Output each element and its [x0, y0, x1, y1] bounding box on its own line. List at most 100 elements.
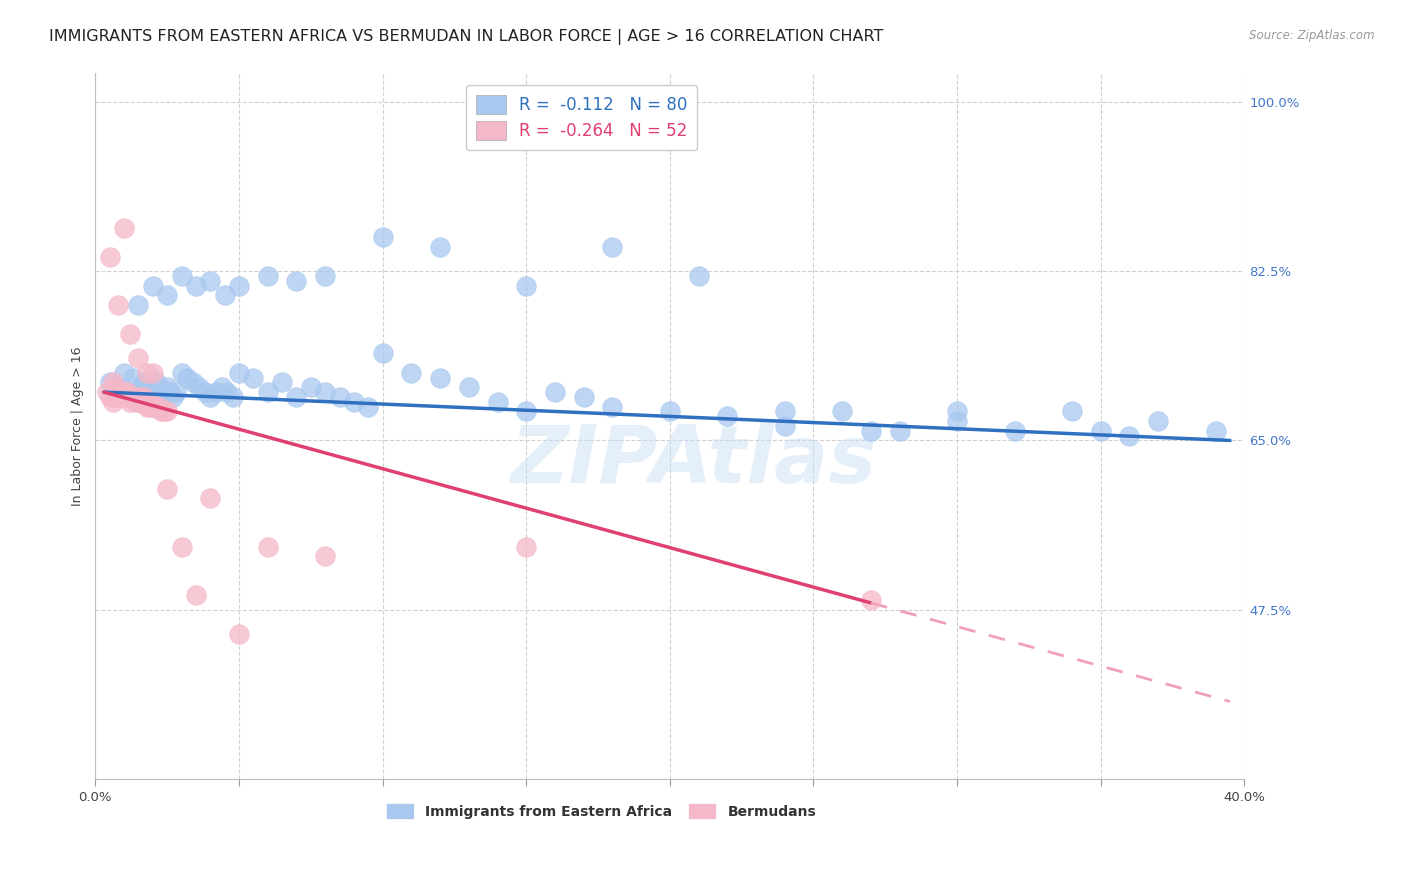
Point: [859, 424, 882, 438]
Point: [314, 385, 336, 400]
Point: [544, 385, 567, 400]
Point: [139, 390, 162, 404]
Point: [515, 540, 537, 554]
Point: [127, 394, 149, 409]
Point: [107, 298, 129, 312]
Text: Source: ZipAtlas.com: Source: ZipAtlas.com: [1250, 29, 1375, 42]
Point: [242, 370, 264, 384]
Point: [256, 540, 278, 554]
Point: [314, 549, 336, 564]
Point: [200, 274, 222, 288]
Point: [156, 288, 179, 302]
Point: [136, 366, 159, 380]
Point: [429, 370, 451, 384]
Point: [572, 390, 595, 404]
Point: [214, 288, 236, 302]
Point: [124, 394, 146, 409]
Point: [271, 376, 294, 390]
Point: [107, 385, 129, 400]
Point: [127, 390, 149, 404]
Point: [457, 380, 479, 394]
Point: [184, 588, 207, 602]
Point: [831, 404, 853, 418]
Point: [228, 278, 250, 293]
Point: [946, 404, 969, 418]
Point: [101, 394, 124, 409]
Point: [228, 627, 250, 641]
Point: [107, 390, 129, 404]
Point: [256, 385, 278, 400]
Point: [139, 400, 162, 414]
Point: [602, 240, 624, 254]
Point: [96, 385, 118, 400]
Point: [115, 390, 138, 404]
Point: [104, 380, 127, 394]
Point: [200, 390, 222, 404]
Point: [127, 394, 149, 409]
Point: [156, 482, 179, 496]
Point: [515, 278, 537, 293]
Point: [150, 390, 173, 404]
Point: [110, 385, 132, 400]
Point: [112, 220, 135, 235]
Point: [98, 250, 121, 264]
Point: [115, 385, 138, 400]
Point: [371, 346, 394, 360]
Point: [156, 404, 179, 418]
Point: [773, 419, 796, 434]
Point: [145, 376, 167, 390]
Point: [104, 380, 127, 394]
Point: [602, 400, 624, 414]
Y-axis label: In Labor Force | Age > 16: In Labor Force | Age > 16: [72, 346, 84, 506]
Point: [658, 404, 681, 418]
Point: [134, 394, 156, 409]
Point: [153, 385, 176, 400]
Point: [170, 540, 193, 554]
Point: [98, 376, 121, 390]
Point: [142, 400, 165, 414]
Point: [142, 278, 165, 293]
Point: [170, 366, 193, 380]
Point: [371, 230, 394, 244]
Point: [256, 268, 278, 283]
Point: [205, 385, 228, 400]
Point: [176, 370, 198, 384]
Point: [429, 240, 451, 254]
Point: [112, 366, 135, 380]
Point: [145, 400, 167, 414]
Point: [118, 327, 141, 342]
Point: [142, 385, 165, 400]
Point: [228, 366, 250, 380]
Point: [217, 385, 239, 400]
Point: [314, 268, 336, 283]
Point: [98, 390, 121, 404]
Point: [193, 385, 215, 400]
Point: [285, 390, 308, 404]
Point: [299, 380, 322, 394]
Point: [159, 385, 181, 400]
Point: [486, 394, 509, 409]
Point: [343, 394, 366, 409]
Legend: Immigrants from Eastern Africa, Bermudans: Immigrants from Eastern Africa, Bermudan…: [380, 797, 821, 825]
Point: [688, 268, 710, 283]
Point: [401, 366, 423, 380]
Point: [112, 390, 135, 404]
Point: [200, 491, 222, 506]
Point: [148, 400, 170, 414]
Point: [222, 390, 245, 404]
Point: [181, 376, 204, 390]
Point: [946, 414, 969, 428]
Point: [127, 298, 149, 312]
Point: [136, 394, 159, 409]
Point: [1118, 428, 1140, 442]
Point: [859, 593, 882, 607]
Point: [357, 400, 380, 414]
Point: [118, 394, 141, 409]
Point: [211, 380, 233, 394]
Point: [101, 376, 124, 390]
Point: [121, 370, 143, 384]
Point: [153, 404, 176, 418]
Point: [136, 400, 159, 414]
Point: [285, 274, 308, 288]
Point: [165, 385, 187, 400]
